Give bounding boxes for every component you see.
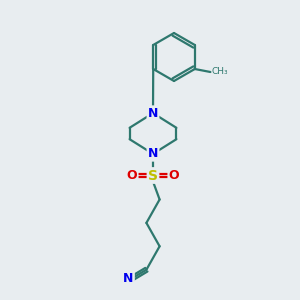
Text: CH₃: CH₃ — [212, 68, 229, 76]
Text: N: N — [148, 106, 158, 120]
Text: S: S — [148, 169, 158, 182]
Text: O: O — [169, 169, 179, 182]
Text: O: O — [127, 169, 137, 182]
Text: N: N — [148, 147, 158, 161]
Text: N: N — [123, 272, 134, 285]
